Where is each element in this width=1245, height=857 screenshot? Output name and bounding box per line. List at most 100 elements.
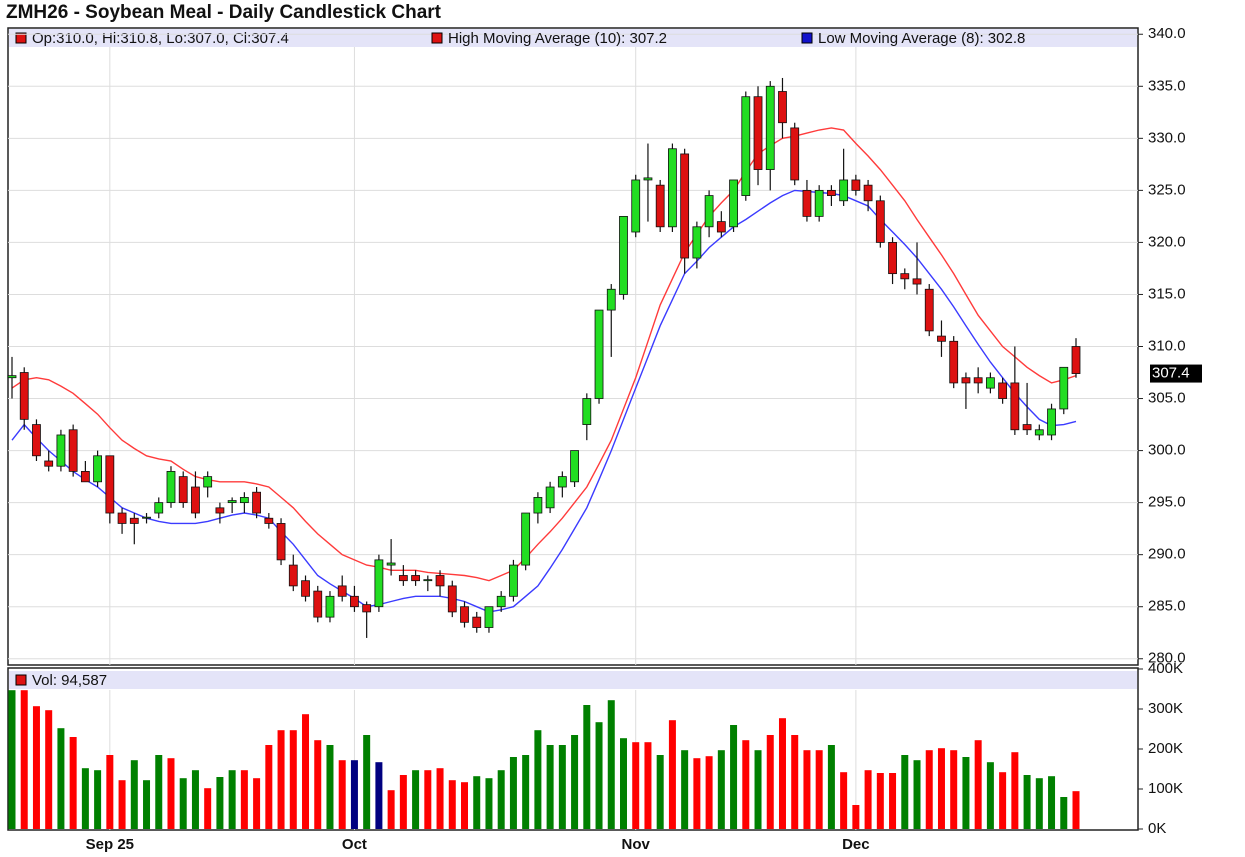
chart-title: ZMH26 - Soybean Meal - Daily Candlestick… (6, 2, 442, 23)
candle-body (460, 606, 469, 623)
volume-bar (986, 762, 994, 829)
candle-body (863, 184, 873, 202)
candle-body (778, 91, 787, 124)
legend-bar (9, 29, 1137, 47)
volume-bar (766, 735, 774, 829)
candle-body (68, 429, 78, 472)
candle-body (56, 434, 66, 467)
volume-bar (815, 750, 823, 829)
volume-bar (375, 762, 383, 829)
x-tick-label: Sep 25 (86, 836, 134, 853)
candle-body (875, 200, 885, 243)
volume-bar (8, 690, 16, 829)
volume-bar (302, 714, 310, 829)
candle-body (93, 455, 103, 483)
ma-line (11, 127, 1077, 582)
volume-bar (326, 745, 334, 829)
volume-bar (424, 770, 432, 829)
candle-body (484, 606, 494, 628)
volume-bar (45, 710, 53, 829)
volume-bar (864, 770, 872, 829)
candle-body (239, 497, 249, 504)
candle-body (937, 335, 946, 342)
volume-bar (228, 770, 236, 829)
candle-body (949, 340, 959, 384)
candle-body (790, 127, 800, 181)
candle-body (7, 375, 17, 379)
candle-body (19, 372, 29, 420)
candle-body (117, 512, 127, 524)
volume-bar (632, 742, 640, 829)
candle-body (680, 153, 690, 259)
candle-body (447, 585, 457, 613)
volume-bar (742, 740, 750, 829)
y-tick-label: 310.0 (1148, 337, 1186, 354)
volume-bar (1048, 776, 1056, 829)
price-label: 307.4 (1152, 365, 1190, 382)
candle-body (814, 189, 824, 217)
volume-bar (607, 700, 615, 829)
candle-body (594, 309, 604, 399)
legend-swatch (801, 32, 813, 44)
candle-body (398, 575, 408, 582)
volume-legend-bar (9, 671, 1137, 689)
candle-body (80, 471, 90, 483)
volume-bar (314, 740, 322, 829)
x-tick-label: Nov (622, 836, 651, 853)
volume-bar (338, 760, 346, 829)
candle-body (105, 455, 115, 514)
volume-bar (167, 758, 175, 829)
candle-body (668, 148, 677, 228)
volume-bar (901, 755, 909, 829)
volume-bar (1023, 775, 1031, 829)
candle-body (643, 177, 653, 181)
volume-bar (130, 760, 138, 829)
candle-body (362, 604, 372, 613)
candle-body (142, 516, 151, 519)
candle-body (1071, 346, 1081, 374)
volume-bar (1035, 778, 1043, 829)
volume-bar (913, 760, 921, 829)
candle-body (973, 377, 983, 384)
volume-bar (118, 780, 126, 829)
legend-swatch (15, 674, 27, 686)
candle-body (582, 398, 592, 425)
volume-tick-label: 100K (1148, 780, 1183, 797)
ma-line (11, 189, 1077, 613)
candle-body (1010, 382, 1020, 431)
volume-bar (81, 768, 89, 829)
volume-legend: Vol: 94,587 (32, 672, 107, 689)
y-tick-label: 295.0 (1148, 494, 1186, 511)
volume-bar (595, 722, 603, 829)
candle-body (227, 500, 237, 504)
candle-body (215, 507, 225, 514)
price-label-box (1150, 364, 1202, 383)
volume-bar (509, 757, 517, 829)
candle-body (1022, 424, 1032, 431)
volume-bar (473, 776, 481, 829)
volume-tick-label: 300K (1148, 700, 1183, 717)
candle-body (496, 595, 506, 608)
candle-body (1047, 408, 1056, 436)
volume-bar (289, 730, 297, 829)
candle-body (129, 517, 139, 524)
candle-body (753, 96, 763, 170)
volume-bar (277, 730, 285, 829)
candle-body (1034, 429, 1044, 436)
legend-label: High Moving Average (10): 307.2 (448, 30, 667, 47)
candle-body (839, 179, 849, 202)
volume-bar (485, 778, 493, 829)
candle-body (998, 382, 1008, 399)
volume-bar (94, 770, 102, 829)
candle-body (704, 195, 714, 228)
legend-swatch (15, 32, 27, 44)
volume-bar (791, 735, 799, 829)
volume-bar (583, 705, 591, 829)
y-tick-label: 315.0 (1148, 285, 1186, 302)
candle-body (570, 450, 579, 483)
volume-bar (705, 756, 713, 829)
candle-body (337, 585, 347, 597)
candle-body (252, 491, 261, 514)
volume-bar (937, 748, 945, 829)
